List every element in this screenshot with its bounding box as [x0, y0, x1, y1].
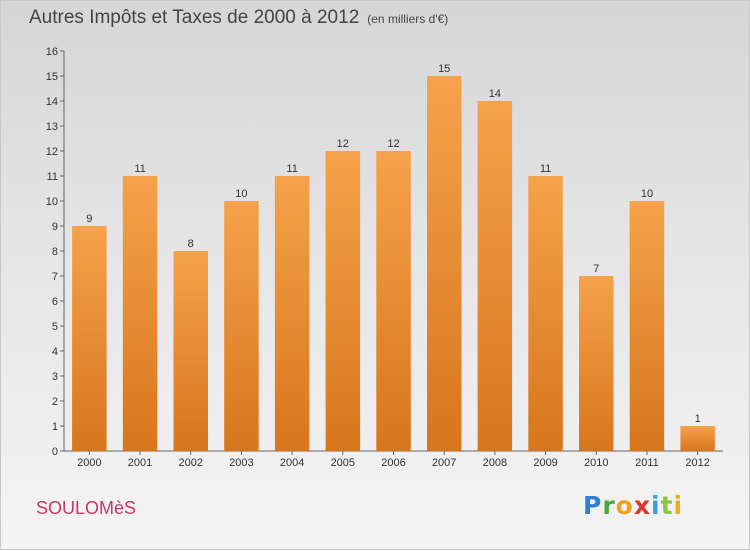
data-label: 7 — [593, 263, 599, 275]
data-label: 11 — [134, 163, 145, 175]
chart-title: Autres Impôts et Taxes de 2000 à 2012 (en… — [29, 7, 448, 29]
y-tick-label: 8 — [52, 246, 58, 258]
data-label: 11 — [540, 163, 551, 175]
y-tick-label: 15 — [46, 71, 58, 83]
data-label: 15 — [438, 63, 450, 75]
y-tick-label: 16 — [46, 46, 58, 58]
data-label: 9 — [86, 213, 92, 225]
chart-title-text: Autres Impôts et Taxes de 2000 à 2012 — [29, 7, 360, 28]
y-tick-label: 10 — [46, 196, 58, 208]
data-label: 14 — [489, 88, 501, 100]
bar — [528, 176, 563, 451]
y-tick-label: 7 — [52, 271, 58, 283]
y-tick-label: 0 — [52, 446, 58, 458]
y-tick-label: 3 — [52, 371, 58, 383]
proxiti-logo: Proxiti — [583, 491, 684, 520]
bar — [477, 101, 513, 451]
data-label: 11 — [286, 163, 297, 175]
bar — [325, 151, 361, 451]
y-tick-label: 13 — [46, 121, 58, 133]
y-tick-label: 12 — [46, 146, 58, 158]
y-tick-label: 2 — [52, 396, 58, 408]
x-tick-label: 2011 — [635, 457, 659, 469]
x-tick-label: 2007 — [432, 457, 456, 469]
data-label: 10 — [641, 188, 653, 200]
bar — [579, 276, 614, 451]
x-tick-label: 2010 — [584, 457, 608, 469]
bar — [224, 201, 259, 451]
y-tick-label: 4 — [52, 346, 58, 358]
bar — [122, 176, 158, 451]
x-tick-label: 2005 — [331, 457, 355, 469]
y-tick-label: 9 — [52, 221, 58, 233]
bar — [173, 251, 208, 451]
y-tick-label: 5 — [52, 321, 58, 333]
x-tick-label: 2012 — [685, 457, 709, 469]
data-label: 12 — [387, 138, 399, 150]
y-tick-label: 1 — [52, 421, 58, 433]
y-tick-label: 14 — [46, 96, 58, 108]
data-label: 12 — [337, 138, 349, 150]
x-tick-label: 2006 — [381, 457, 405, 469]
labels-group: 2000920011120028200310200411200512200612… — [77, 63, 710, 469]
x-tick-label: 2003 — [229, 457, 253, 469]
bar — [274, 176, 310, 451]
bar — [629, 201, 665, 451]
commune-name: SOULOMèS — [36, 498, 137, 518]
bar — [376, 151, 411, 451]
bar — [680, 426, 715, 451]
x-tick-label: 2004 — [280, 457, 304, 469]
x-tick-label: 2008 — [483, 457, 507, 469]
x-tick-label: 2009 — [533, 457, 557, 469]
x-tick-label: 2000 — [77, 457, 101, 469]
y-tick-label: 6 — [52, 296, 58, 308]
bar — [427, 76, 462, 451]
y-tick-label: 11 — [47, 171, 58, 183]
bar — [72, 226, 107, 451]
data-label: 1 — [695, 413, 701, 425]
data-label: 10 — [235, 188, 247, 200]
x-tick-label: 2001 — [128, 457, 152, 469]
x-tick-label: 2002 — [178, 457, 202, 469]
chart-unit: (en milliers d'€) — [367, 12, 449, 26]
bars-group — [72, 76, 715, 451]
data-label: 8 — [188, 238, 194, 250]
